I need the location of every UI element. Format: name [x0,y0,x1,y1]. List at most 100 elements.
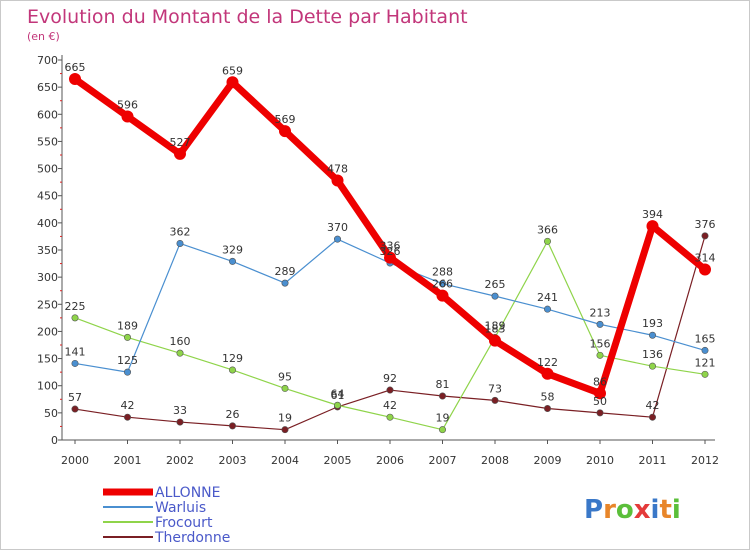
series-layer [69,73,711,434]
x-tick-label: 2008 [481,454,509,467]
data-label: 19 [436,412,450,425]
data-point [121,110,134,123]
data-label: 569 [275,113,296,126]
data-label: 160 [170,335,191,348]
data-labels: 57 42 33 26 19 61 92 81 73 58 50 42 376 225 189 160 129 9… [65,61,716,425]
x-tick-label: 2003 [219,454,247,467]
data-label: 42 [121,399,135,412]
chart-title: Evolution du Montant de la Dette par Hab… [27,6,468,28]
data-label: 64 [331,387,345,400]
y-tick-label: 50 [44,407,58,420]
data-point [386,386,394,394]
data-point [124,333,132,341]
data-label: 121 [695,356,716,369]
legend-label-therdonne: Therdonne [154,530,230,546]
data-point [229,422,237,430]
data-label: 366 [537,223,558,236]
data-label: 362 [170,225,191,238]
y-tick-label: 400 [37,217,58,230]
data-point [384,251,396,264]
data-point [646,220,659,233]
data-point [281,384,289,392]
data-label: 193 [642,317,663,330]
data-point [648,331,656,339]
data-label: 326 [380,245,401,258]
data-label: 58 [541,391,555,404]
data-point [176,349,184,357]
y-tick-label: 150 [37,353,58,366]
data-point [229,257,237,265]
data-label: 95 [278,370,292,383]
data-point [596,351,604,359]
data-label: 225 [65,300,86,313]
x-tick-label: 2009 [534,454,562,467]
data-label: 165 [695,332,716,345]
x-tick-label: 2001 [114,454,142,467]
x-tick-label: 2000 [61,454,89,467]
y-tick-label: 0 [51,434,58,447]
data-label: 394 [642,208,663,221]
data-point [229,366,237,374]
y-tick-label: 350 [37,244,58,257]
data-point [226,76,239,89]
x-tick-label: 2006 [376,454,404,467]
y-tick-label: 500 [37,163,58,176]
data-point [491,292,499,300]
x-tick-label: 2004 [271,454,299,467]
data-label: 241 [537,291,558,304]
data-label: 136 [642,348,663,361]
data-label: 336 [380,240,401,253]
data-label: 33 [173,404,187,417]
data-point [69,73,81,85]
data-point [594,387,606,400]
x-tick-label: 2005 [324,454,352,467]
y-tick-label: 300 [37,271,58,284]
data-label: 26 [226,408,240,421]
data-label: 665 [65,61,86,74]
data-label: 329 [222,243,243,256]
legend-label-frocourt: Frocourt [155,515,213,531]
data-point [543,237,551,245]
data-point [333,235,341,243]
data-label: 42 [383,399,397,412]
y-tick-label: 200 [37,325,58,338]
data-label: 156 [590,337,611,350]
data-label: 57 [68,391,82,404]
data-point [124,368,132,376]
data-label: 266 [432,278,453,291]
data-point [333,401,341,409]
data-label: 289 [275,265,296,278]
x-tick-label: 2010 [586,454,614,467]
data-label: 183 [485,323,506,336]
data-point [124,413,132,421]
data-point [701,370,709,378]
data-point [699,263,711,276]
data-point [281,279,289,287]
data-label: 125 [117,354,138,367]
data-point [279,125,291,138]
y-tick-label: 650 [37,81,58,94]
y-tick-label: 700 [37,54,58,67]
data-label: 122 [537,356,558,369]
data-point [438,392,446,400]
data-label: 478 [327,163,348,176]
data-point [71,359,79,367]
data-label: 81 [436,378,450,391]
data-point [596,409,604,417]
y-tick-label: 600 [37,108,58,121]
data-point [438,280,446,288]
x-tick-label: 2002 [166,454,194,467]
data-label: 189 [485,319,506,332]
data-point [701,346,709,354]
data-point [331,174,344,187]
data-point [176,418,184,426]
data-label: 86 [593,375,607,388]
data-label: 288 [432,266,453,279]
data-point [543,405,551,413]
data-point [489,334,501,347]
data-point [436,289,449,302]
data-label: 213 [590,306,611,319]
data-label: 50 [593,395,607,408]
